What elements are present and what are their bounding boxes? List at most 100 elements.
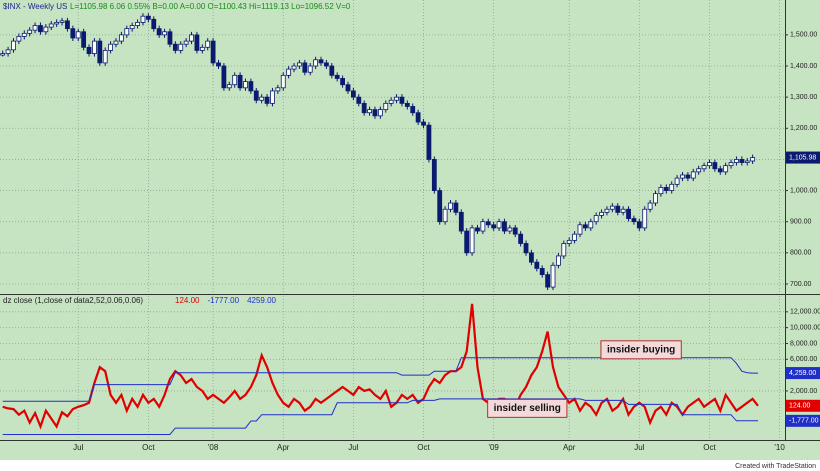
candle-body — [707, 162, 712, 167]
candle-body — [690, 171, 696, 179]
candle-body — [248, 81, 254, 92]
candle-body — [491, 224, 497, 229]
candle-body — [162, 31, 167, 36]
candle-body — [270, 90, 275, 104]
candle-body — [27, 29, 33, 34]
candle-body — [16, 36, 22, 42]
candle-body — [593, 215, 599, 223]
candle-body — [582, 224, 588, 229]
candle-body — [669, 183, 675, 191]
candle-body — [21, 32, 27, 37]
candle-body — [653, 193, 658, 204]
x-tick-label: Oct — [417, 443, 430, 452]
x-tick-label: Jul — [634, 443, 644, 452]
candle-body — [377, 109, 383, 117]
y-tick-label: 900.00 — [790, 219, 812, 226]
candle-body — [59, 20, 65, 23]
candle-body — [507, 227, 513, 232]
candle-body — [118, 34, 124, 42]
candle-body — [426, 124, 432, 160]
candle-body — [615, 205, 621, 213]
candle-body — [572, 233, 577, 241]
x-tick-label: Jul — [348, 443, 358, 452]
candle-body — [642, 208, 648, 229]
candle-body — [717, 168, 723, 173]
candle-body — [631, 218, 637, 223]
legend-label: 4259.00 — [247, 296, 276, 305]
candle-body — [75, 31, 81, 39]
candle-body — [145, 15, 151, 20]
y-tick-label: 6,000.00 — [790, 356, 817, 363]
candle-body — [0, 53, 6, 56]
candle-body — [156, 28, 162, 36]
annotation: insider selling — [494, 403, 561, 414]
candle-body — [518, 233, 524, 244]
candle-body — [48, 23, 54, 28]
last-value-label: 124.00 — [789, 403, 811, 410]
last-value-box — [786, 414, 820, 427]
candle-body — [86, 46, 92, 54]
candle-body — [226, 84, 232, 89]
candle-body — [232, 74, 238, 86]
candle-body — [701, 165, 707, 170]
candle-body — [496, 221, 502, 229]
y-tick-label: 800.00 — [790, 250, 812, 257]
candle-body — [318, 59, 324, 64]
candle-body — [97, 40, 103, 64]
candle-body — [464, 230, 470, 254]
candle-body — [81, 31, 87, 48]
annotation: insider buying — [607, 344, 675, 355]
candle-body — [313, 59, 319, 67]
candle-body — [350, 90, 356, 98]
candle-body — [609, 205, 615, 210]
candle-body — [647, 202, 653, 210]
last-value-label: 4,259.00 — [789, 370, 816, 377]
candle-body — [599, 211, 604, 216]
candle-body — [372, 109, 378, 117]
candle-body — [32, 25, 38, 31]
candle-body — [545, 274, 551, 288]
y-tick-label: 1,500.00 — [790, 32, 817, 39]
x-tick-label: Oct — [142, 443, 155, 452]
x-tick-label: Jul — [73, 443, 83, 452]
candle-body — [172, 43, 178, 51]
candle-body — [92, 40, 97, 54]
legend-label: -1777.00 — [207, 296, 239, 305]
y-tick-label: 1,200.00 — [790, 125, 817, 132]
candle-body — [178, 43, 184, 51]
candle-body — [421, 121, 426, 126]
x-tick-label: Oct — [703, 443, 716, 452]
y-tick-label: 8,000.00 — [790, 340, 817, 347]
candle-body — [5, 49, 11, 54]
candle-body — [102, 50, 108, 64]
candle-body — [210, 40, 216, 64]
candle-body — [38, 25, 43, 33]
chart-background — [0, 0, 820, 460]
candle-body — [302, 62, 308, 73]
last-value-box — [786, 399, 820, 412]
candle-body — [129, 25, 135, 30]
candle-body — [291, 65, 297, 70]
candle-body — [485, 221, 491, 226]
y-tick-label: 10,000.00 — [790, 324, 820, 331]
candle-body — [307, 65, 313, 73]
last-price-label: 1,105.98 — [789, 154, 816, 161]
candle-body — [394, 96, 399, 101]
candle-body — [453, 202, 459, 213]
candle-body — [135, 22, 140, 26]
candle-body — [194, 34, 200, 51]
candle-body — [604, 208, 610, 213]
candle-body — [469, 227, 475, 254]
price-quote: L=1105.98 6.06 0.55% B=0.00 A=0.00 O=110… — [70, 2, 351, 11]
candle-body — [345, 84, 351, 92]
annotation-box — [600, 340, 682, 360]
candle-body — [324, 62, 329, 67]
candle-body — [383, 102, 389, 111]
candle-body — [356, 96, 362, 104]
candle-body — [556, 255, 561, 266]
candle-body — [54, 22, 60, 25]
candle-body — [108, 43, 114, 51]
x-tick-label: '08 — [208, 443, 219, 452]
candle-body — [480, 221, 486, 232]
